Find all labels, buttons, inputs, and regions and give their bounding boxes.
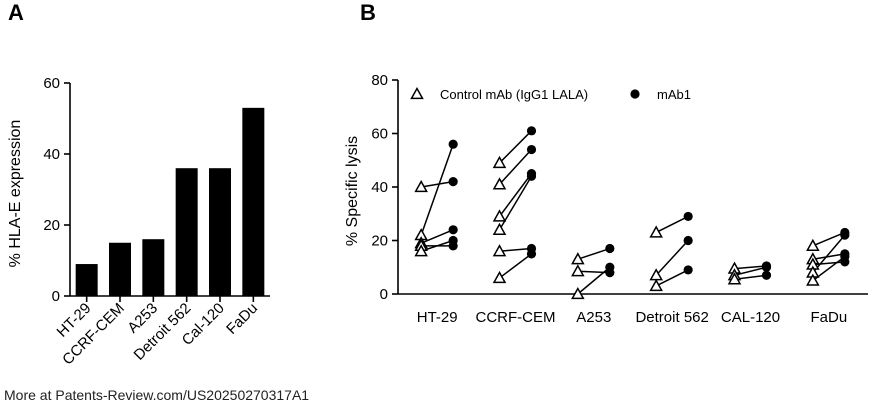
panel-b-point-mab1-cal-120: [762, 263, 771, 272]
panel-b-point-mab1-detroit-562: [684, 265, 693, 274]
panel-a-bar-a253: [142, 239, 164, 296]
panel-b-point-mab1-fadu: [840, 252, 849, 261]
panel-b-point-mab1-ht-29: [449, 177, 458, 186]
panel-b-x-tick-label: FaDu: [810, 309, 847, 326]
panel-a-bar-ht-29: [76, 264, 98, 296]
panel-b-pair-line-detroit-562: [656, 241, 688, 276]
panel-b-point-mab1-a253: [605, 244, 614, 253]
panel-b-pair-line-ccrf-cem: [500, 131, 532, 163]
panel-b-point-mab1-ht-29: [449, 140, 458, 149]
panel-b-x-tick-label: HT-29: [417, 309, 458, 326]
panel-b-x-tick-label: CCRF-CEM: [476, 309, 556, 326]
panel-b-point-mab1-ht-29: [449, 236, 458, 245]
panel-b-point-mab1-ccrf-cem: [527, 249, 536, 258]
panel-b-x-tick-label: Detroit 562: [635, 309, 708, 326]
panel-a-bar-chart: 0204060HT-29CCRF-CEMA253Detroit 562Cal-1…: [7, 75, 270, 368]
panel-b-pair-line-ccrf-cem: [500, 176, 532, 230]
panel-b-point-control-detroit-562: [651, 280, 662, 290]
panel-b-point-mab1-ccrf-cem: [527, 126, 536, 135]
panel-b-x-tick-label: A253: [576, 309, 611, 326]
panel-b-point-mab1-detroit-562: [684, 236, 693, 245]
panel-b-scatter-chart: 0 20 40 60 80 % Specific lysis HT-29 CCRF-CEM A2…: [344, 72, 868, 326]
panel-b-legend: Control mAb (IgG1 LALA) mAb1: [412, 87, 691, 102]
legend-control-label: Control mAb (IgG1 LALA): [440, 87, 588, 102]
panel-b-pair-line-ccrf-cem: [500, 254, 532, 278]
panel-b-pair-line-ccrf-cem: [500, 249, 532, 252]
panel-b-pair-line-fadu: [813, 232, 845, 245]
panel-a-bar-fadu: [242, 108, 264, 296]
panel-b-point-mab1-ccrf-cem: [527, 172, 536, 181]
panel-b-y-axis-title: % Specific lysis: [344, 136, 361, 246]
panel-b-point-mab1-a253: [605, 263, 614, 272]
panel-b-x-tick-label: CAL-120: [721, 309, 780, 326]
panel-b-point-control-fadu: [807, 240, 818, 250]
panel-a-bar-cal-120: [209, 168, 231, 296]
legend-mab1-label: mAb1: [657, 87, 691, 102]
panel-b-point-mab1-cal-120: [762, 271, 771, 280]
panel-b-pair-line-ht-29: [421, 182, 453, 187]
panel-b-y-tick-label: 40: [371, 179, 388, 196]
panel-a-x-tick-label: FaDu: [223, 300, 261, 338]
panel-b-pair-line-detroit-562: [656, 216, 688, 232]
panel-b-point-mab1-fadu: [840, 231, 849, 240]
panel-a-bar-ccrf-cem: [109, 243, 131, 296]
legend-control-marker: [412, 89, 423, 99]
panel-b-y-tick-label: 0: [380, 286, 388, 303]
footer-source: More at Patents-Review.com/US20250270317…: [4, 387, 309, 403]
panel-a-y-tick-label: 20: [43, 217, 60, 234]
panel-b-point-mab1-ht-29: [449, 225, 458, 234]
panel-b-point-control-detroit-562: [651, 227, 662, 237]
panel-a-bar-detroit-562: [176, 168, 198, 296]
legend-mab1-marker: [630, 89, 639, 98]
panel-a-y-tick-label: 40: [43, 146, 60, 163]
panel-b-point-control-ccrf-cem: [494, 224, 505, 234]
panel-b-point-mab1-detroit-562: [684, 212, 693, 221]
panel-b-point-mab1-ccrf-cem: [527, 145, 536, 154]
panel-a-y-tick-label: 60: [43, 75, 60, 92]
panel-label-b: B: [360, 0, 376, 25]
panel-b-y-tick-label: 20: [371, 233, 388, 250]
panel-b-y-tick-label: 60: [371, 126, 388, 143]
panel-label-a: A: [8, 0, 24, 25]
panel-b-pair-line-ht-29: [421, 230, 453, 243]
panel-a-y-tick-label: 0: [52, 288, 60, 305]
panel-b-y-tick-label: 80: [371, 72, 388, 89]
panel-a-y-axis-title: % HLA-E expression: [7, 120, 24, 268]
panel-b-point-control-ccrf-cem: [494, 272, 505, 282]
panel-b-pair-line-a253: [578, 249, 610, 260]
